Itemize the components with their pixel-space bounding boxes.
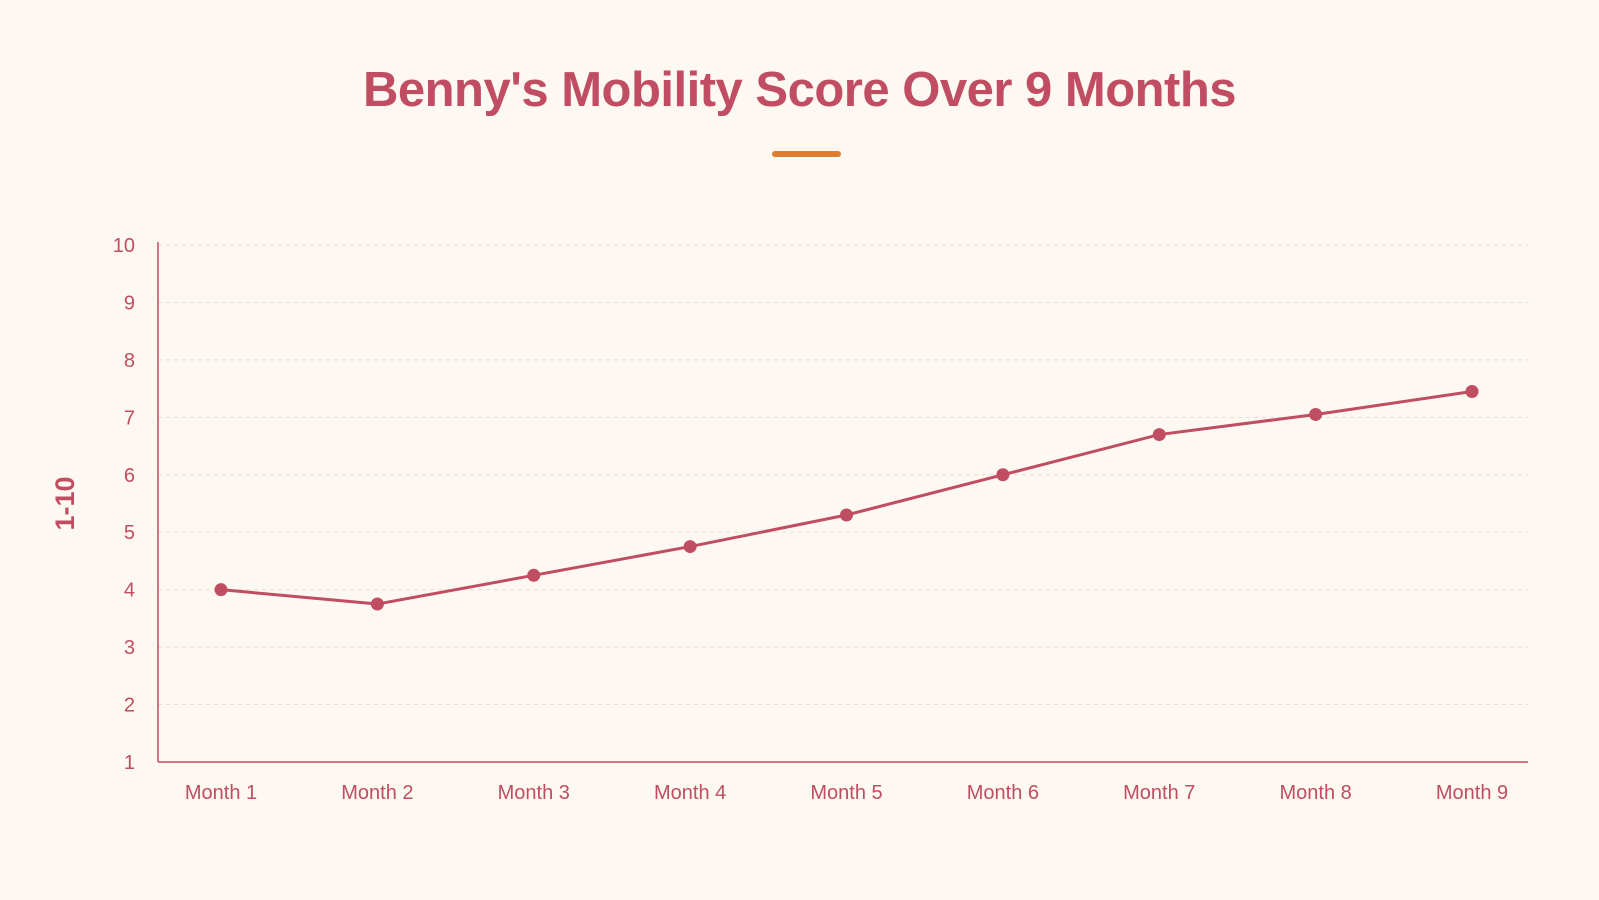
data-point xyxy=(1309,407,1323,421)
axes xyxy=(157,242,1528,763)
y-tick-label: 7 xyxy=(124,407,135,429)
y-tick-label: 4 xyxy=(124,580,135,602)
x-tick-label: Month 7 xyxy=(1123,782,1195,804)
x-tick-label: Month 3 xyxy=(498,782,570,804)
y-tick-labels: 1 2 3 4 5 6 7 8 9 10 xyxy=(113,235,135,774)
data-point xyxy=(840,508,853,522)
y-tick-label: 1 xyxy=(124,752,135,774)
series-line xyxy=(220,389,1473,606)
x-tick-label: Month 4 xyxy=(654,782,726,804)
y-tick-label: 6 xyxy=(124,465,135,487)
data-point xyxy=(214,583,228,597)
y-tick-label: 9 xyxy=(124,292,135,314)
data-point xyxy=(527,568,541,582)
data-point xyxy=(1465,384,1479,398)
x-tick-label: Month 8 xyxy=(1279,782,1351,804)
x-tick-label: Month 1 xyxy=(185,782,257,804)
y-tick-label: 10 xyxy=(113,235,135,257)
data-point xyxy=(1152,428,1166,442)
data-points xyxy=(214,384,1479,611)
x-tick-labels: Month 1 Month 2 Month 3 Month 4 Month 5 Month… xyxy=(185,782,1508,804)
y-axis-label: 1-10 xyxy=(50,476,80,530)
x-tick-label: Month 6 xyxy=(967,782,1039,804)
chart-title: Benny's Mobility Score Over 9 Months xyxy=(362,63,1237,117)
x-tick-label: Month 2 xyxy=(341,782,413,804)
x-tick-label: Month 9 xyxy=(1436,782,1508,804)
y-tick-label: 3 xyxy=(124,637,135,659)
data-point xyxy=(683,540,697,554)
title-accent-bar xyxy=(772,151,841,157)
grid-lines xyxy=(158,244,1528,706)
y-tick-label: 8 xyxy=(124,350,135,372)
data-point xyxy=(370,597,384,611)
y-tick-label: 5 xyxy=(124,522,135,544)
data-point xyxy=(996,468,1010,482)
y-tick-label: 2 xyxy=(124,695,135,717)
x-tick-label: Month 5 xyxy=(810,782,882,804)
